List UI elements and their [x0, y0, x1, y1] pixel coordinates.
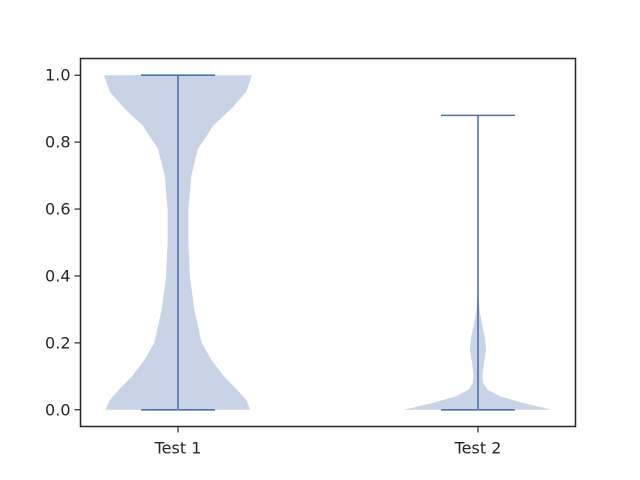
y-tick-label: 0.4	[45, 266, 70, 285]
y-tick-label: 0.8	[45, 133, 70, 152]
plot-frame	[79, 57, 577, 428]
y-axis: 0.0 0.2 0.4 0.6 0.8 1.0	[45, 66, 81, 419]
x-tick-label: Test 2	[454, 439, 502, 458]
y-tick-label: 0.2	[45, 333, 70, 352]
violins-layer	[104, 74, 552, 411]
y-tick-label: 0.0	[45, 400, 70, 419]
y-tick-label: 1.0	[45, 66, 70, 85]
x-tick-label: Test 1	[154, 439, 202, 458]
y-tick-label: 0.6	[45, 200, 70, 219]
x-axis: Test 1 Test 2	[154, 426, 502, 458]
